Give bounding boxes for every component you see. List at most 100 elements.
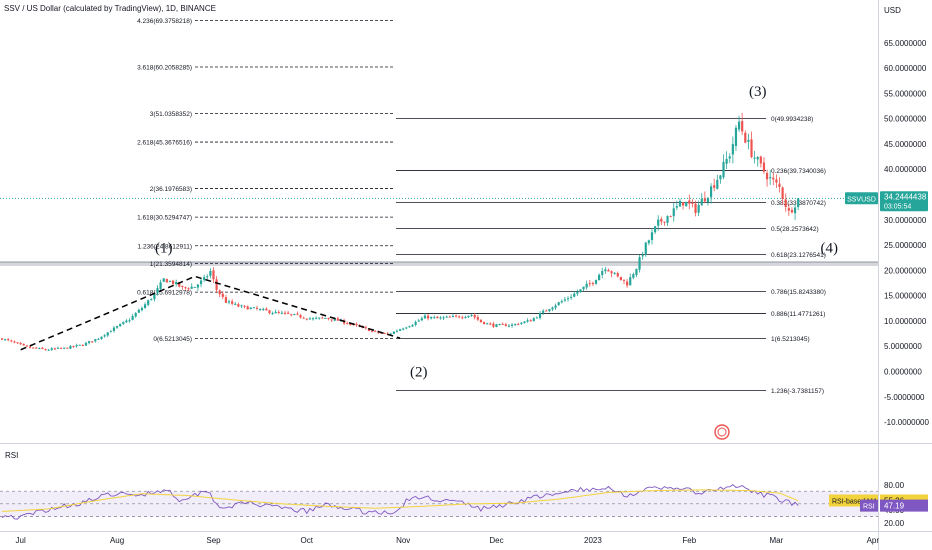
candle-body (448, 316, 451, 318)
candle-body (747, 139, 750, 142)
candle-body (557, 302, 560, 306)
candle-body (299, 315, 302, 318)
time-axis-label: Aug (110, 536, 124, 545)
fib-extension-label: 3(51.0358352) (150, 111, 192, 118)
price-axis-label: 10.0000000 (884, 317, 927, 326)
candle-body (103, 335, 106, 337)
candle-body (181, 285, 184, 287)
candle-body (389, 333, 392, 335)
candle-body (601, 271, 604, 275)
candle-body (122, 322, 125, 324)
fib-retracement-label: 0.786(15.8243380) (771, 289, 826, 296)
candle-body (346, 323, 349, 325)
candle-body (470, 315, 473, 317)
candle-body (548, 309, 551, 312)
candle-body (725, 158, 728, 164)
rsi-ma-line (1, 489, 799, 512)
fib-extension-label: 1.618(30.5294747) (137, 215, 192, 222)
candle-body (168, 280, 172, 282)
candle-body (458, 316, 461, 318)
candle-body (280, 312, 283, 314)
candle-body (473, 314, 476, 318)
candle-body (722, 161, 725, 178)
candle-body (305, 318, 308, 320)
candle-body (741, 121, 744, 132)
candle-body (529, 320, 532, 322)
elliott-wave-pattern[interactable] (20, 275, 401, 351)
candle-body (324, 317, 327, 319)
candle-body (566, 298, 570, 300)
candle-body (464, 316, 467, 318)
candle-body (657, 219, 660, 226)
candle-body (669, 216, 672, 218)
candle-body (165, 278, 168, 283)
candle-body (125, 320, 128, 323)
fib-retracement-label: 1.236(-3.7381157) (771, 388, 824, 395)
candle-body (287, 312, 290, 314)
price-axis-label: 55.0000000 (884, 89, 927, 98)
candle-body (520, 322, 523, 324)
candle-body (635, 268, 638, 275)
candle-body (563, 299, 567, 301)
candle-body (302, 317, 305, 319)
candle-body (0, 338, 4, 340)
candle-body (392, 331, 395, 334)
candle-body (778, 183, 781, 188)
candle-body (187, 288, 190, 290)
candle-body (162, 278, 165, 282)
candle-body (616, 273, 619, 277)
candle-body (405, 327, 408, 329)
price-axis-label: -5.0000000 (884, 393, 925, 402)
candle-body (56, 347, 60, 349)
candle-body (349, 323, 352, 325)
fib-retracement-label: 0.618(23.1276541) (771, 252, 826, 259)
candle-body (84, 342, 88, 346)
candle-body (249, 307, 252, 310)
candle-body (750, 139, 753, 158)
wave-label: (2) (410, 365, 428, 381)
candle-body (315, 317, 318, 319)
price-axis-label: -10.0000000 (884, 418, 929, 427)
fib-retracement-label: 1(6.5213045) (771, 336, 810, 343)
candle-body (650, 232, 654, 241)
candle-body (479, 319, 483, 323)
candle-body (765, 173, 769, 180)
indicator-logo-icon[interactable] (714, 424, 730, 440)
candle-body (619, 276, 622, 280)
bar-countdown: 03:05:54 (884, 203, 911, 210)
candle-body (227, 301, 231, 303)
candle-body (224, 297, 228, 303)
candle-body (4, 339, 7, 341)
horizontal-line-band (0, 261, 878, 266)
candle-body (206, 276, 209, 278)
rsi-tag (860, 499, 878, 512)
candle-body (367, 328, 371, 332)
fib-retracement-label: 0.236(39.7340036) (771, 168, 826, 175)
candle-body (290, 314, 293, 316)
candle-body (787, 208, 790, 211)
candle-body (784, 199, 787, 207)
candle-body (252, 307, 256, 309)
candle-body (153, 293, 156, 300)
rsi-axis-label: 20.00 (884, 519, 905, 528)
fib-retracement-label: 0(49.9934238) (771, 116, 813, 123)
candle-body (517, 324, 520, 326)
candle-body (97, 338, 100, 340)
candle-body (19, 342, 22, 345)
candle-body (790, 209, 794, 213)
candle-body (638, 257, 641, 270)
price-axis-label: 65.0000000 (884, 39, 927, 48)
candle-body (610, 271, 613, 274)
price-axis-label: 50.0000000 (884, 115, 927, 124)
candle-body (395, 330, 399, 332)
fib-extension-label: 0.618(15.6912978) (137, 290, 192, 297)
time-axis-label: Sep (206, 536, 221, 545)
price-axis-label: 30.0000000 (884, 216, 927, 225)
candle-body (573, 293, 576, 297)
candle-body (420, 318, 423, 321)
candle-body (641, 255, 644, 257)
fib-retracement-label: 0.886(11.4771261) (771, 311, 825, 318)
candle-body (35, 347, 38, 349)
